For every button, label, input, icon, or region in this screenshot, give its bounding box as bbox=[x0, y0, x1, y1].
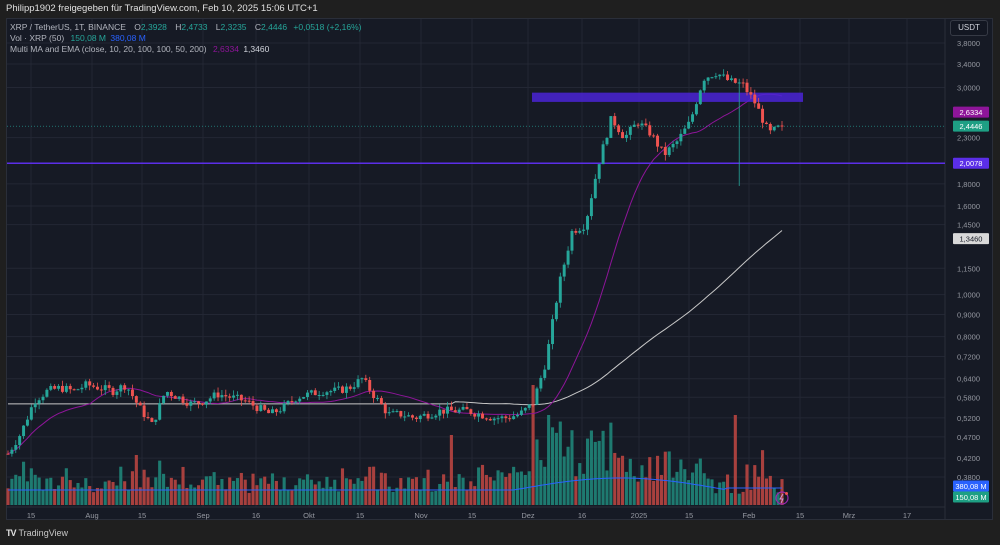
price-tick-label: 0,5200 bbox=[957, 414, 980, 423]
grid bbox=[7, 19, 945, 507]
high-value: 2,4733 bbox=[181, 22, 208, 32]
ma50-line bbox=[7, 93, 783, 455]
price-tick-label: 3,4000 bbox=[957, 60, 980, 69]
time-tick-label: 16 bbox=[578, 511, 586, 520]
symbol-name: XRP / TetherUS, 1T, BINANCE bbox=[10, 22, 126, 32]
price-tick-label: 0,4200 bbox=[957, 454, 980, 463]
time-tick-label: 15 bbox=[685, 511, 693, 520]
price-tick-label: 0,3800 bbox=[957, 473, 980, 482]
chart-legend: XRP / TetherUS, 1T, BINANCE O2,3928 H2,4… bbox=[10, 22, 361, 55]
price-tick-label: 3,8000 bbox=[957, 39, 980, 48]
price-label: 380,08 M bbox=[955, 482, 986, 491]
price-tick-label: 1,8000 bbox=[957, 180, 980, 189]
price-tick-label: 0,6400 bbox=[957, 375, 980, 384]
open-value: 2,3928 bbox=[140, 22, 167, 32]
tradingview-brand: TradingView bbox=[18, 528, 69, 538]
price-label: 2,6334 bbox=[960, 108, 983, 117]
time-tick-label: 15 bbox=[796, 511, 804, 520]
time-tick-label: 15 bbox=[138, 511, 146, 520]
ma200-line bbox=[8, 230, 783, 406]
price-tick-label: 3,0000 bbox=[957, 84, 980, 93]
time-tick-label: Nov bbox=[414, 511, 428, 520]
price-tick-label: 0,5800 bbox=[957, 393, 980, 402]
price-tick-label: 0,4700 bbox=[957, 433, 980, 442]
price-tick-label: 1,1500 bbox=[957, 264, 980, 273]
price-tick-label: 1,6000 bbox=[957, 202, 980, 211]
price-tick-label: 0,9000 bbox=[957, 310, 980, 319]
price-label: 150,08 M bbox=[955, 493, 986, 502]
legend-symbol-row[interactable]: XRP / TetherUS, 1T, BINANCE O2,3928 H2,4… bbox=[10, 22, 362, 32]
time-tick-label: 15 bbox=[356, 511, 364, 520]
price-axis[interactable]: 3,8000 3,4000 3,0000 2,3000 1,8000 1,6000 1,45… bbox=[957, 39, 980, 482]
price-label: 1,3460 bbox=[960, 235, 983, 244]
volume-value: 150,08 M bbox=[70, 33, 106, 43]
time-tick-label: Feb bbox=[743, 511, 756, 520]
change-value: +0,0518 (+2,16%) bbox=[293, 22, 362, 32]
price-tick-label: 1,4500 bbox=[957, 221, 980, 230]
ma50-value: 2,6334 bbox=[212, 44, 239, 54]
currency-button[interactable]: USDT bbox=[950, 20, 988, 36]
price-tick-label: 2,3000 bbox=[957, 134, 980, 143]
time-tick-label: 16 bbox=[252, 511, 260, 520]
legend-ma-row[interactable]: Multi MA and EMA (close, 10, 20, 100, 10… bbox=[10, 44, 270, 54]
price-label: 2,0078 bbox=[960, 159, 983, 168]
lightning-icon[interactable] bbox=[775, 491, 789, 505]
time-tick-label: Aug bbox=[85, 511, 98, 520]
low-value: 2,3235 bbox=[220, 22, 247, 32]
close-value: 2,4446 bbox=[261, 22, 288, 32]
time-axis[interactable]: 15 Aug 15 Sep 16 Okt 15 Nov 15 Dez 16 2025 15 Feb 15 Mr… bbox=[27, 511, 911, 520]
price-labels: 2,6334 2,4446 2,0078 1,3460 380,08 M 150,08 M bbox=[953, 106, 989, 503]
time-tick-label: Sep bbox=[196, 511, 209, 520]
time-tick-label: 15 bbox=[468, 511, 476, 520]
volume-ma-line bbox=[8, 477, 782, 491]
time-tick-label: Okt bbox=[303, 511, 316, 520]
volume-bars bbox=[6, 385, 784, 505]
footer: TV TradingView bbox=[6, 528, 68, 538]
legend-volume-row[interactable]: Vol · XRP (50) 150,08 M 380,08 M bbox=[10, 33, 146, 43]
price-label: 2,4446 bbox=[960, 122, 983, 131]
chart-panel[interactable] bbox=[6, 18, 993, 520]
time-tick-label: 2025 bbox=[631, 511, 648, 520]
price-tick-label: 1,0000 bbox=[957, 291, 980, 300]
ma200-value: 1,3460 bbox=[243, 44, 270, 54]
tradingview-logo-icon: TV bbox=[6, 528, 16, 538]
volume-ma-value: 380,08 M bbox=[110, 33, 146, 43]
resistance-zone[interactable] bbox=[532, 92, 803, 102]
share-header: Philipp1902 freigegeben für TradingView.… bbox=[6, 3, 318, 14]
time-tick-label: 15 bbox=[27, 511, 35, 520]
candles bbox=[6, 69, 784, 457]
time-tick-label: Mrz bbox=[843, 511, 856, 520]
price-tick-label: 0,7200 bbox=[957, 353, 980, 362]
time-tick-label: 17 bbox=[903, 511, 911, 520]
time-tick-label: Dez bbox=[521, 511, 535, 520]
price-tick-label: 0,8000 bbox=[957, 333, 980, 342]
